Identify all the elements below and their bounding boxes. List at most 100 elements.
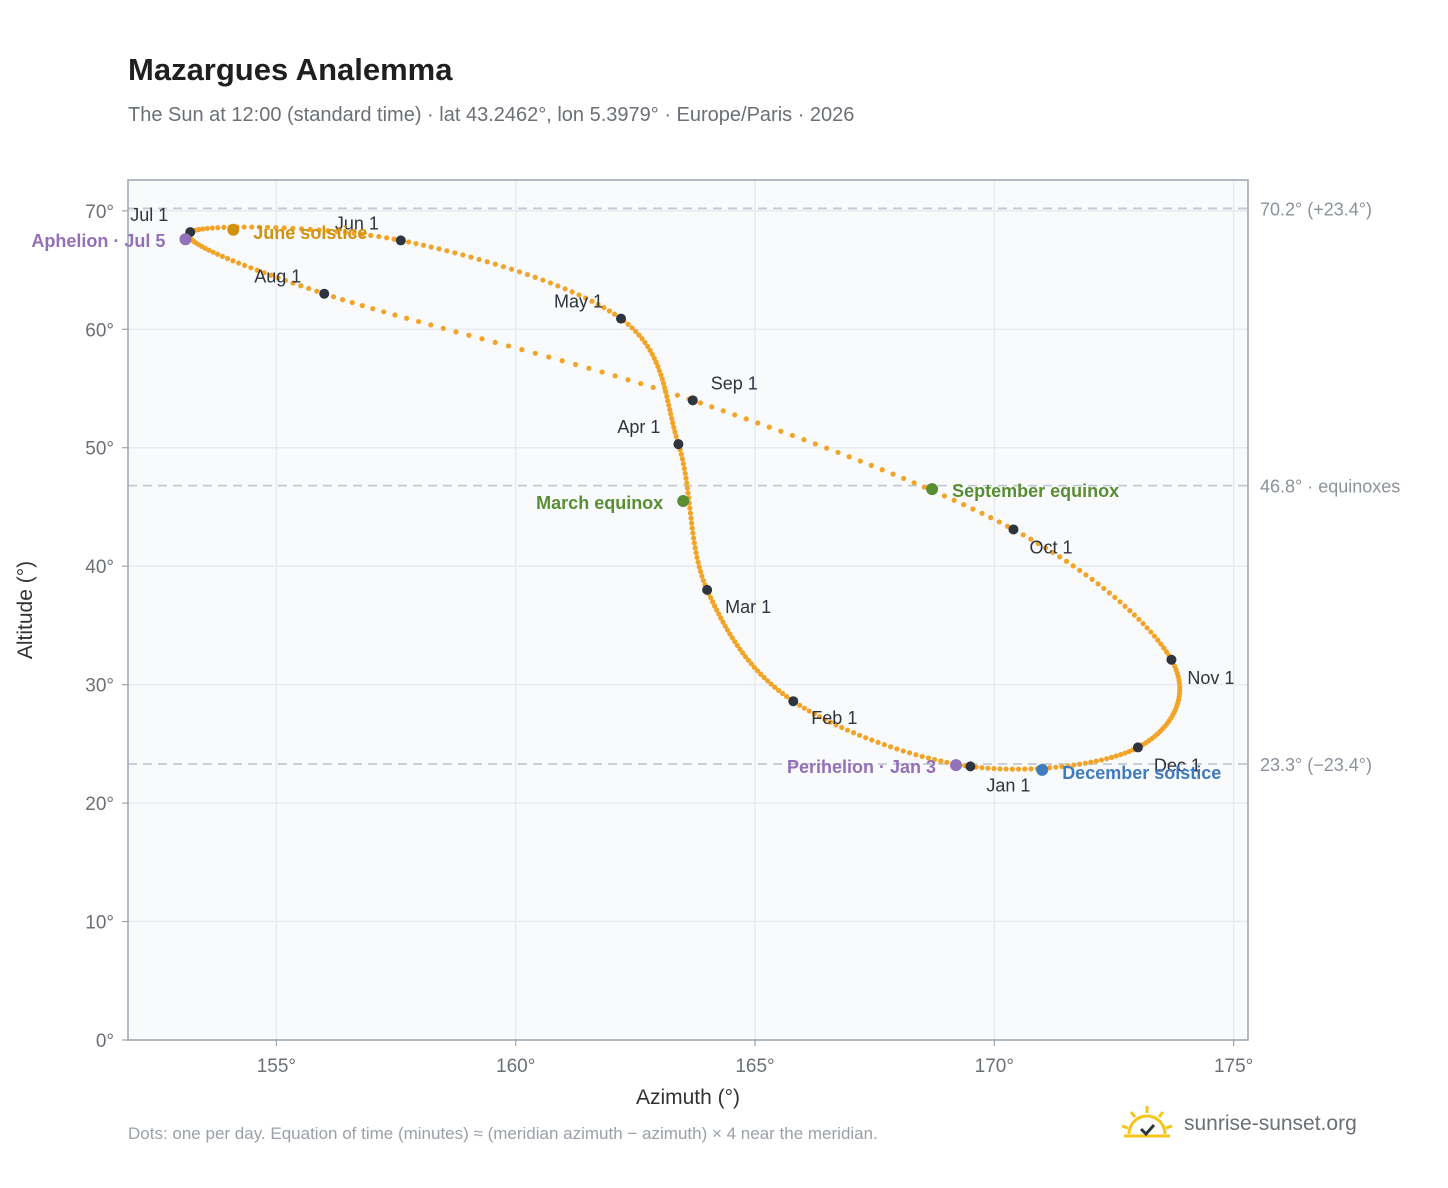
daily-dot (671, 424, 677, 431)
daily-dot (1020, 532, 1026, 538)
brand[interactable]: sunrise-sunset.org (1120, 1102, 1357, 1146)
daily-dot (850, 730, 857, 736)
daily-dot (734, 642, 740, 649)
daily-dot (1140, 620, 1146, 627)
daily-dot (768, 681, 774, 687)
daily-dot (505, 343, 512, 349)
daily-dot (979, 510, 985, 516)
daily-dot (484, 259, 490, 265)
daily-dot (662, 388, 669, 394)
daily-dot (816, 714, 823, 720)
daily-dot (306, 285, 312, 292)
daily-dot (764, 678, 771, 684)
daily-dot (653, 359, 659, 365)
daily-dot (290, 225, 296, 231)
daily-dot (827, 719, 833, 725)
daily-dot (925, 755, 932, 761)
daily-dot (961, 502, 967, 508)
daily-dot (863, 735, 869, 741)
event-label: June solstice (253, 223, 367, 243)
daily-dot (254, 267, 260, 273)
daily-dot (298, 226, 305, 232)
daily-dot (1106, 590, 1113, 596)
x-tick-label: 160° (496, 1056, 535, 1077)
month-label: Nov 1 (1187, 668, 1234, 688)
daily-dot (894, 746, 900, 752)
daily-dot (1028, 766, 1034, 772)
daily-dot (835, 449, 841, 456)
daily-dot (516, 269, 523, 275)
daily-dot (595, 301, 601, 307)
daily-dot (404, 315, 410, 321)
daily-dot (479, 336, 485, 342)
daily-dot (1093, 758, 1099, 764)
daily-dot (210, 249, 216, 255)
daily-dot (997, 766, 1003, 772)
daily-dot (307, 226, 313, 232)
daily-dot (215, 225, 221, 231)
month-marker (965, 761, 976, 772)
month-label: Dec 1 (1154, 755, 1201, 775)
daily-dot (268, 272, 274, 278)
daily-dot (460, 252, 466, 258)
daily-dot (1144, 625, 1150, 631)
label-layer: Jan 1 Feb 1 Mar 1 Apr 1 May 1 Jun 1 Jul 1 Aug 1… (31, 205, 1234, 795)
daily-dot (668, 411, 674, 417)
daily-dot (492, 261, 498, 267)
month-marker (615, 313, 626, 324)
daily-dot (1004, 523, 1011, 529)
daily-dot (996, 519, 1002, 525)
daily-dot (500, 264, 507, 270)
daily-dot (685, 490, 691, 496)
y-axis-label: Altitude (°) (14, 561, 37, 659)
daily-dot (1126, 748, 1132, 755)
daily-dot (691, 540, 697, 546)
daily-dot (559, 358, 565, 364)
daily-dot (599, 369, 605, 375)
daily-dot (1151, 633, 1157, 639)
event-marker (227, 223, 240, 236)
daily-dot (639, 336, 645, 342)
daily-dot (681, 465, 687, 472)
daily-dot (1158, 641, 1164, 647)
daily-dot (727, 631, 733, 637)
daily-dot (1131, 612, 1138, 618)
daily-dot (1009, 766, 1015, 772)
daily-dot (691, 535, 697, 541)
reference-line-label: 46.8° · equinoxes (1260, 477, 1400, 497)
daily-dot (979, 765, 985, 771)
daily-dot (1070, 563, 1076, 569)
daily-dot (695, 559, 701, 565)
daily-dot (740, 650, 746, 656)
event-marker (950, 759, 963, 772)
daily-dot (868, 462, 874, 468)
y-tick-label: 0° (96, 1031, 114, 1052)
daily-dot (1098, 757, 1105, 763)
daily-dot (428, 322, 434, 328)
daily-dot (673, 433, 679, 439)
daily-dot (1118, 751, 1124, 758)
month-label: Aug 1 (254, 267, 301, 287)
daily-dot (1089, 576, 1095, 582)
daily-dot (1122, 603, 1128, 609)
x-tick-label: 175° (1214, 1056, 1253, 1077)
daily-dot (281, 225, 287, 231)
month-label: Jul 1 (130, 205, 168, 225)
daily-dot (298, 283, 304, 289)
daily-dot (900, 748, 906, 754)
daily-dot (938, 758, 944, 764)
daily-dot (519, 347, 525, 353)
daily-dot (911, 480, 917, 486)
daily-dot (745, 657, 751, 663)
daily-dot (875, 739, 881, 746)
daily-dot (392, 312, 398, 318)
daily-dot (921, 484, 927, 490)
daily-dot (1155, 637, 1161, 643)
daily-dot (1028, 536, 1034, 542)
daily-dot (492, 339, 498, 345)
daily-dot (700, 577, 707, 584)
daily-dot (656, 368, 663, 374)
daily-dot (1003, 766, 1009, 772)
daily-dot (1088, 759, 1094, 765)
